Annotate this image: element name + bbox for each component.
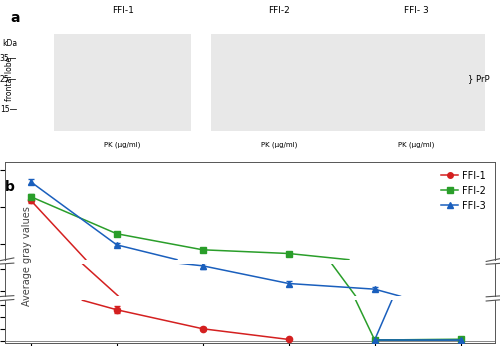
Text: FFI- 3: FFI- 3 bbox=[404, 7, 429, 16]
Legend: FFI-1, FFI-2, FFI-3: FFI-1, FFI-2, FFI-3 bbox=[437, 167, 490, 215]
Text: frontal lobe: frontal lobe bbox=[5, 56, 14, 101]
Text: 35—: 35— bbox=[0, 54, 17, 63]
Text: a: a bbox=[10, 11, 20, 25]
Text: FFI-1: FFI-1 bbox=[112, 7, 134, 16]
Bar bbox=[211, 34, 348, 131]
Text: 15—: 15— bbox=[0, 105, 17, 114]
Text: PK (μg/ml): PK (μg/ml) bbox=[104, 141, 141, 148]
Bar bbox=[54, 34, 191, 131]
Bar bbox=[348, 34, 485, 131]
Text: kDa: kDa bbox=[2, 38, 17, 47]
Text: Average gray values: Average gray values bbox=[22, 206, 32, 306]
Text: } PrP: } PrP bbox=[468, 74, 490, 83]
Text: 25—: 25— bbox=[0, 75, 17, 84]
Text: b: b bbox=[5, 180, 15, 194]
Text: FFI-2: FFI-2 bbox=[268, 7, 290, 16]
Text: PK (μg/ml): PK (μg/ml) bbox=[398, 141, 435, 148]
Text: PK (μg/ml): PK (μg/ml) bbox=[261, 141, 298, 148]
